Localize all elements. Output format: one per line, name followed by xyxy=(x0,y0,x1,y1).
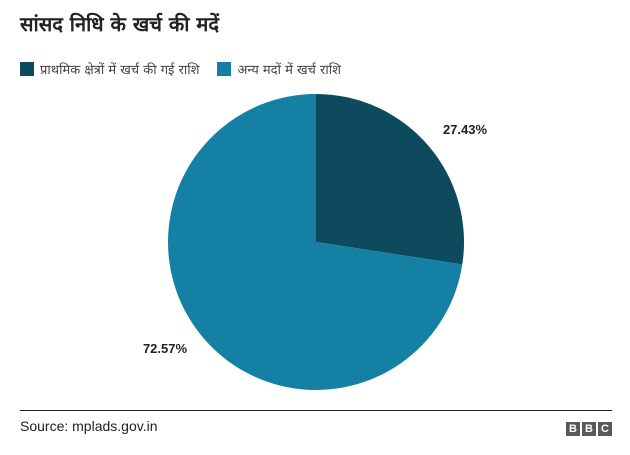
pie-slice-primary-sectors xyxy=(316,94,464,265)
legend-label-other-items: अन्य मदों में खर्च राशि xyxy=(237,63,341,78)
legend: प्राथमिक क्षेत्रों में खर्च की गई राशि अ… xyxy=(20,60,359,78)
legend-label-primary-sectors: प्राथमिक क्षेत्रों में खर्च की गई राशि xyxy=(40,63,200,78)
footer-divider xyxy=(20,410,612,411)
bbc-logo-letter-c: C xyxy=(598,422,612,436)
legend-item-primary-sectors: प्राथमिक क्षेत्रों में खर्च की गई राशि xyxy=(20,60,199,78)
legend-swatch-other-items xyxy=(217,62,232,76)
legend-item-other-items: अन्य मदों में खर्च राशि xyxy=(217,60,341,78)
data-label-primary-sectors: 27.43% xyxy=(443,122,488,137)
bbc-logo-letter-b2: B xyxy=(582,422,596,436)
chart-title: सांसद निधि के खर्च की मदें xyxy=(20,12,219,36)
bbc-logo-letter-b1: B xyxy=(566,422,580,436)
bbc-logo: B B C xyxy=(566,422,612,436)
source-note: Source: mplads.gov.in xyxy=(20,418,158,434)
legend-swatch-primary-sectors xyxy=(20,62,34,76)
pie-slice-other-items xyxy=(167,94,463,391)
data-label-other-items: 72.57% xyxy=(143,341,188,356)
